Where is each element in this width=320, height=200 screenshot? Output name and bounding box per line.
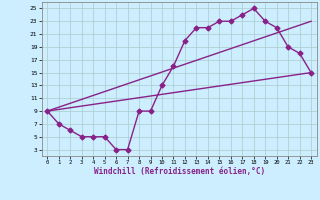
X-axis label: Windchill (Refroidissement éolien,°C): Windchill (Refroidissement éolien,°C) — [94, 167, 265, 176]
